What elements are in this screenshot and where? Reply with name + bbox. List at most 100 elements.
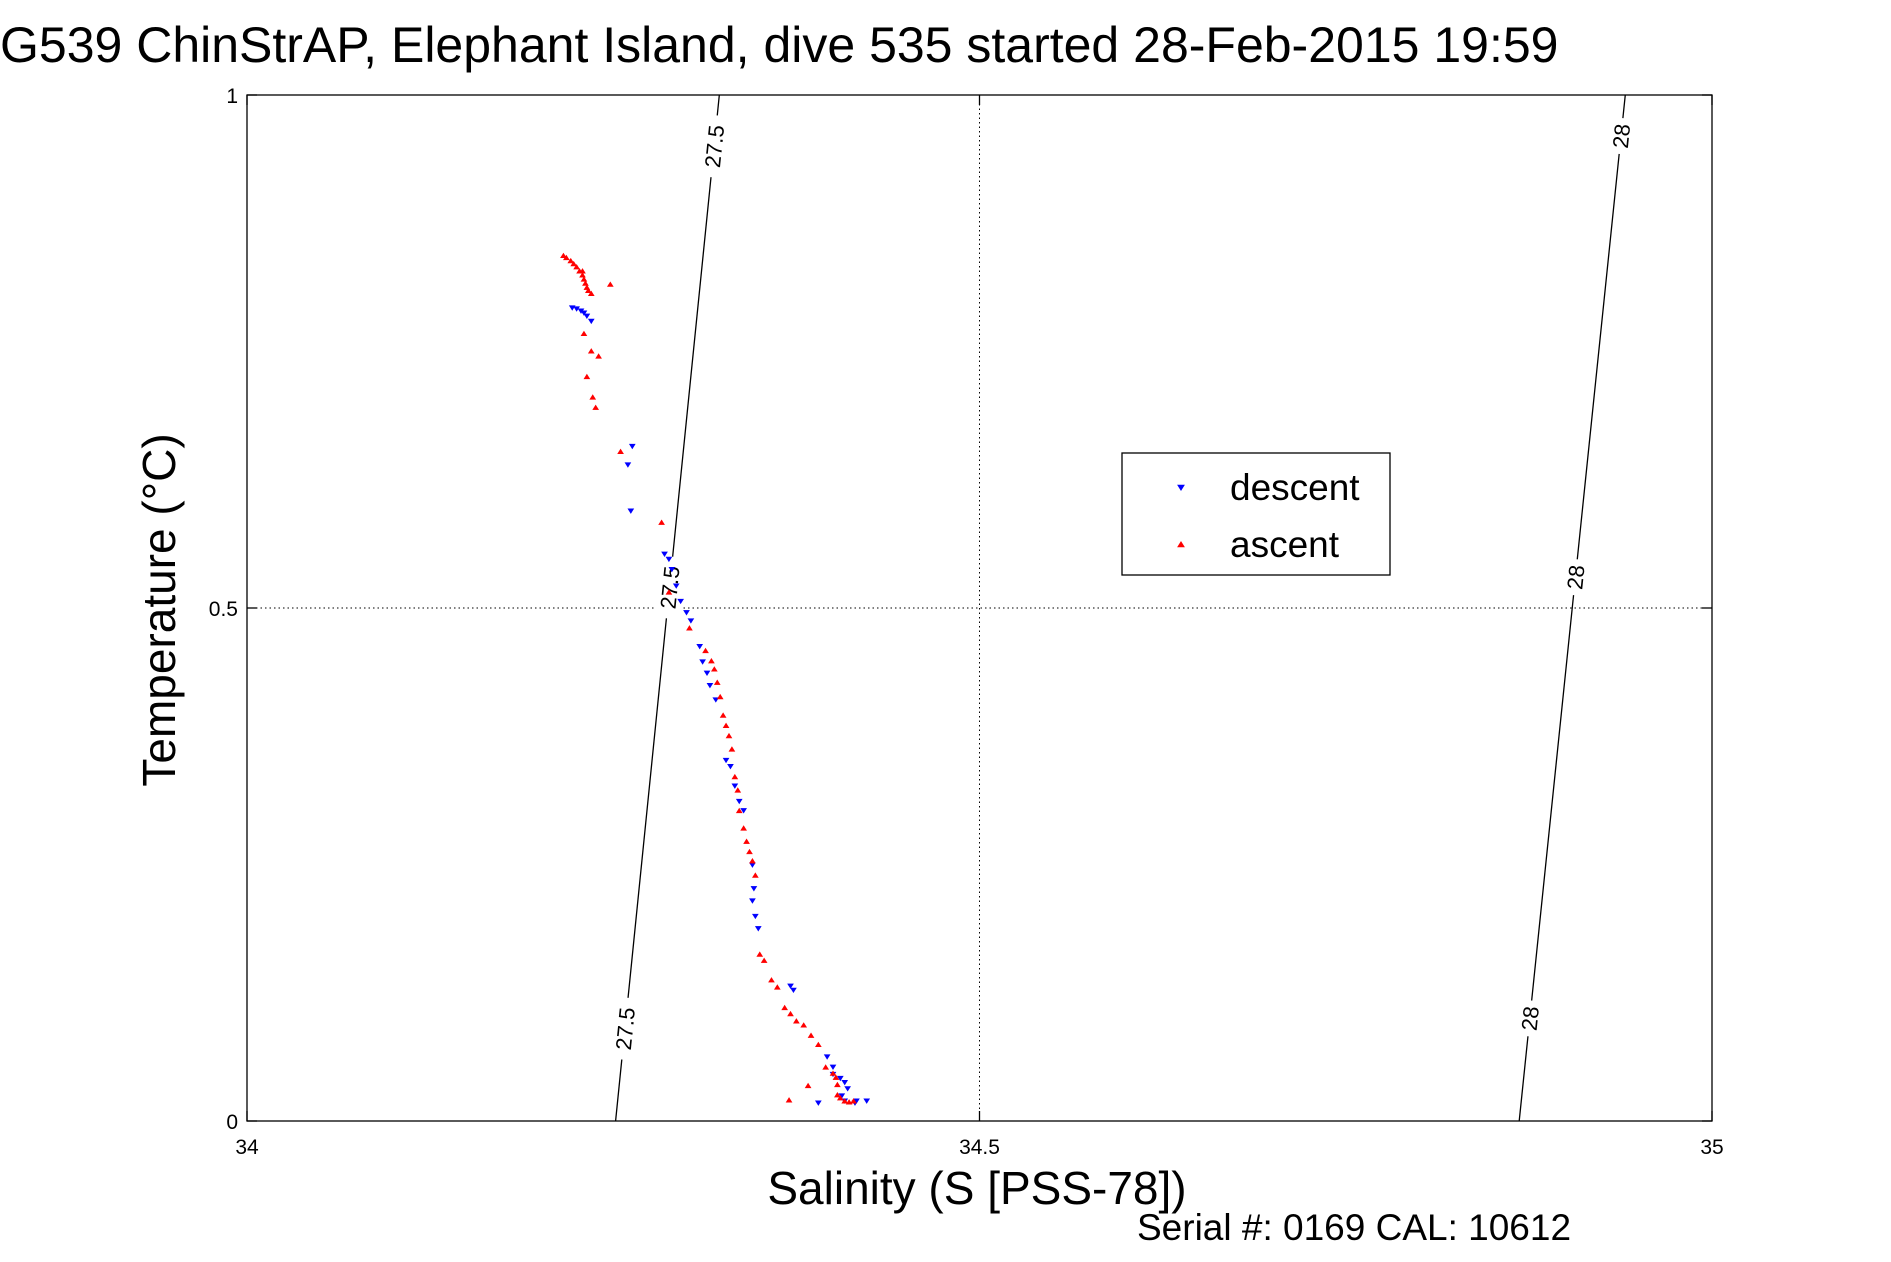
data-point-descent: [580, 310, 588, 316]
data-point-descent: [722, 757, 730, 764]
data-point-descent: [672, 583, 680, 589]
data-point-ascent: [836, 1095, 844, 1101]
data-point-ascent: [760, 957, 768, 963]
data-point-ascent: [734, 787, 742, 793]
data-point-ascent: [573, 264, 580, 270]
data-point-descent: [754, 926, 762, 932]
data-point-ascent: [815, 1041, 822, 1048]
data-point-descent: [844, 1086, 851, 1092]
contour-label-group: 27.5: [608, 996, 641, 1061]
data-point-ascent: [785, 1097, 793, 1103]
contour-label: 28: [1608, 123, 1635, 150]
data-point-ascent: [781, 1004, 788, 1011]
data-point-descent: [790, 987, 797, 994]
data-point-descent: [829, 1064, 837, 1070]
data-point-ascent: [595, 353, 602, 359]
data-point-ascent: [580, 276, 588, 282]
legend: descent ascent: [1121, 452, 1391, 576]
data-point-ascent: [731, 773, 739, 780]
data-point-ascent: [773, 984, 781, 990]
y-tick-label: 0: [226, 1111, 238, 1134]
data-point-descent: [628, 443, 636, 450]
contour-label-group: 28: [1515, 999, 1545, 1038]
contour-label-background: [653, 555, 686, 620]
data-point-descent: [665, 556, 673, 563]
data-point-ascent: [710, 666, 718, 672]
y-tick-label: 1: [226, 85, 238, 108]
data-point-ascent: [752, 872, 759, 878]
data-point-ascent: [580, 330, 588, 337]
data-point-descent: [687, 618, 695, 624]
contour-label-background: [1560, 557, 1591, 597]
data-point-ascent: [582, 280, 589, 286]
data-point-descent: [735, 798, 743, 805]
data-point-ascent: [800, 1022, 808, 1028]
data-point-descent: [627, 508, 635, 514]
data-point-ascent: [850, 1098, 857, 1104]
contour-label-background: [608, 996, 641, 1061]
data-point-ascent: [749, 858, 756, 864]
contour-label-background: [1515, 999, 1545, 1038]
data-points: [560, 252, 871, 1106]
data-point-descent: [661, 551, 668, 557]
data-point-ascent: [834, 1091, 841, 1098]
data-point-ascent: [793, 1018, 800, 1024]
data-point-ascent: [728, 746, 736, 752]
data-point-descent: [740, 808, 747, 814]
data-point-ascent: [617, 448, 624, 455]
data-point-descent: [677, 598, 684, 605]
data-point-descent: [750, 886, 758, 892]
data-point-descent: [731, 783, 739, 789]
legend-marker-ascent: [1177, 541, 1185, 548]
data-point-descent: [815, 1100, 822, 1106]
contour-label: 28: [1562, 564, 1589, 591]
data-point-descent: [583, 313, 591, 319]
data-point-ascent: [583, 373, 591, 380]
data-point-ascent: [787, 1010, 794, 1017]
data-point-ascent: [567, 257, 575, 264]
legend-marker-descent: [1177, 484, 1185, 491]
data-point-ascent: [756, 951, 764, 957]
data-point-descent: [727, 764, 734, 770]
data-point-ascent: [658, 519, 665, 525]
data-point-ascent: [746, 848, 753, 855]
data-point-descent: [706, 682, 714, 689]
data-point-ascent: [822, 1064, 830, 1070]
data-point-ascent: [834, 1081, 841, 1088]
data-point-ascent: [587, 348, 595, 354]
contour-label-group: 27.5: [698, 114, 731, 179]
data-point-descent: [836, 1075, 844, 1082]
serial-footer: Serial #: 0169 CAL: 10612: [1137, 1207, 1571, 1248]
axes: 34 34.5 35 0 0.5 1: [209, 85, 1724, 1159]
data-point-ascent: [579, 268, 586, 274]
data-point-ascent: [841, 1098, 849, 1104]
data-point-ascent: [832, 1074, 840, 1080]
x-tick-label: 34: [235, 1136, 259, 1159]
data-point-ascent: [722, 722, 730, 728]
data-point-descent: [863, 1098, 871, 1104]
legend-label-ascent: ascent: [1230, 524, 1340, 565]
data-point-descent: [787, 983, 794, 989]
y-tick-label: 0.5: [209, 598, 238, 621]
data-point-descent: [749, 898, 756, 904]
x-tick-label: 34.5: [959, 1136, 1000, 1159]
data-point-ascent: [719, 712, 727, 718]
data-point-ascent: [725, 732, 733, 739]
data-point-ascent: [585, 287, 592, 293]
data-point-ascent: [708, 657, 715, 664]
contour-label-group: 28: [1606, 116, 1636, 156]
contour-label: 27.5: [611, 1006, 640, 1051]
data-point-ascent: [563, 254, 570, 261]
data-point-descent: [668, 567, 676, 573]
legend-box: [1121, 452, 1391, 576]
data-point-ascent: [589, 394, 597, 400]
data-point-ascent: [560, 252, 567, 259]
data-point-descent: [823, 1054, 831, 1060]
contour-label-group: 28: [1560, 557, 1591, 597]
data-point-descent: [699, 659, 706, 665]
data-point-ascent: [702, 647, 709, 654]
data-point-ascent: [740, 825, 747, 831]
data-point-ascent: [804, 1082, 812, 1089]
